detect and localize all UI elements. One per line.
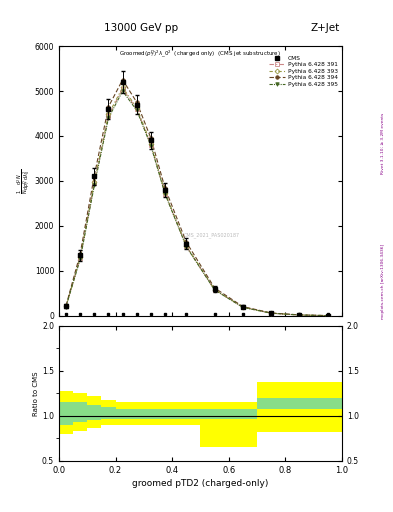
Text: mcplots.cern.ch [arXiv:1306.3436]: mcplots.cern.ch [arXiv:1306.3436] (381, 244, 385, 319)
Legend: CMS, Pythia 6.428 391, Pythia 6.428 393, Pythia 6.428 394, Pythia 6.428 395: CMS, Pythia 6.428 391, Pythia 6.428 393,… (268, 54, 339, 88)
X-axis label: groomed pTD2 (charged-only): groomed pTD2 (charged-only) (132, 479, 269, 488)
Text: Groomed$(p_T^D)^2\lambda\_0^2$  (charged only)  (CMS jet substructure): Groomed$(p_T^D)^2\lambda\_0^2$ (charged … (119, 49, 281, 59)
Text: CMS_2021_PAS020187: CMS_2021_PAS020187 (184, 232, 240, 238)
Text: 13000 GeV pp: 13000 GeV pp (105, 23, 178, 33)
Y-axis label: $\frac{1}{\mathrm{N}}\frac{\mathrm{d}^2N}{\mathrm{d}p_T^D\,\mathrm{d}\lambda_0^2: $\frac{1}{\mathrm{N}}\frac{\mathrm{d}^2N… (16, 168, 33, 194)
Y-axis label: Ratio to CMS: Ratio to CMS (33, 371, 39, 416)
Text: Z+Jet: Z+Jet (311, 23, 340, 33)
Text: Rivet 3.1.10; ≥ 3.2M events: Rivet 3.1.10; ≥ 3.2M events (381, 113, 385, 174)
